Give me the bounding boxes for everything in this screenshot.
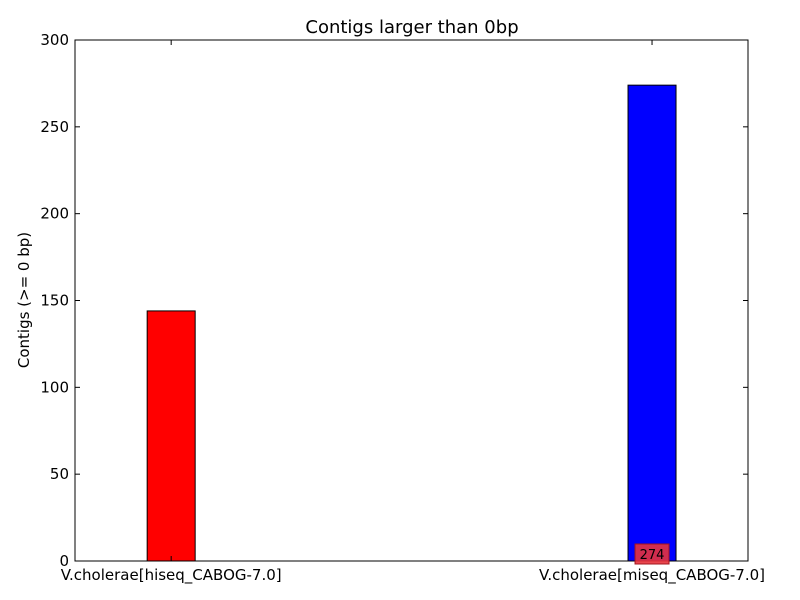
data-label-box bbox=[634, 543, 670, 565]
bar-1 bbox=[146, 310, 196, 562]
y-tick-label: 150 bbox=[40, 292, 69, 310]
y-axis-label: Contigs (>= 0 bp) bbox=[15, 232, 33, 368]
data-label-text: 274 bbox=[640, 548, 665, 563]
x-tick-label: V.cholerae[miseq_CABOG-7.0] bbox=[539, 566, 765, 585]
bar-2 bbox=[627, 84, 677, 562]
data-label: 274 bbox=[634, 543, 670, 565]
y-tick-label: 300 bbox=[40, 31, 69, 49]
y-tick-label: 200 bbox=[40, 205, 69, 223]
y-tick-label: 50 bbox=[50, 465, 69, 483]
y-tick-label: 100 bbox=[40, 378, 69, 396]
chart-title: Contigs larger than 0bp bbox=[305, 17, 518, 38]
y-tick-label: 250 bbox=[40, 118, 69, 136]
x-tick-label: V.cholerae[hiseq_CABOG-7.0] bbox=[61, 566, 282, 585]
y-tick-label: 0 bbox=[59, 552, 69, 570]
plot-area: 0 50 100 150 200 250 300 V.cholerae[hiseq_CABOG… bbox=[40, 31, 765, 585]
